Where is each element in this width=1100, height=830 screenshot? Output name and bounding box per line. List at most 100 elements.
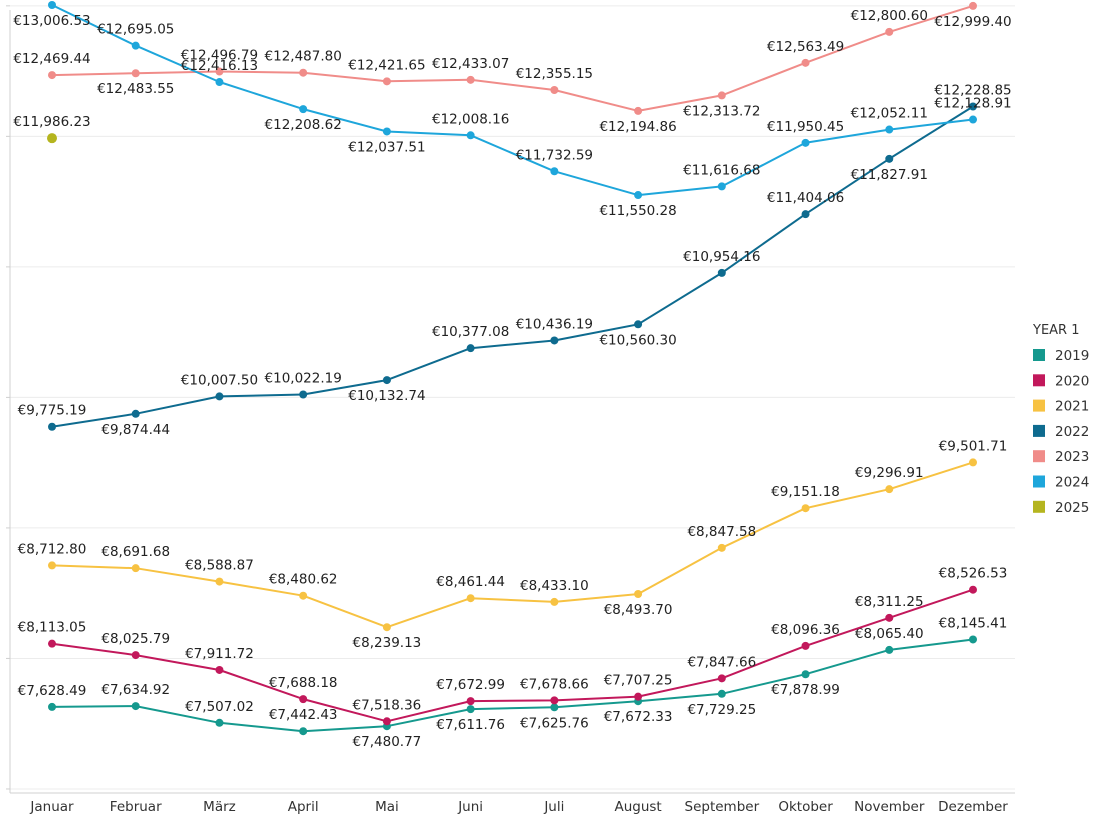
data-label-2024: €11,550.28 [599, 203, 676, 219]
data-point-2023[interactable] [634, 106, 643, 115]
data-label-2021: €9,151.18 [771, 484, 840, 500]
data-point-2019[interactable] [969, 635, 977, 644]
legend-label-2024: 2024 [1055, 475, 1089, 491]
data-point-2022[interactable] [634, 320, 643, 329]
data-point-2022[interactable] [131, 409, 140, 418]
data-label-2019: €7,628.49 [18, 683, 87, 699]
x-tick-label: August [614, 799, 661, 815]
data-point-2021[interactable] [634, 590, 643, 599]
data-label-2024: €11,616.68 [683, 162, 760, 178]
x-tick-label: Juli [543, 799, 564, 815]
data-label-2022: €11,404.06 [767, 190, 844, 206]
data-point-2021[interactable] [801, 504, 810, 513]
legend-swatch-2020 [1033, 374, 1045, 387]
data-point-2020[interactable] [48, 639, 56, 648]
data-label-2019: €8,065.40 [855, 626, 924, 642]
data-point-2019[interactable] [801, 670, 810, 679]
data-point-2024[interactable] [634, 191, 643, 200]
data-point-2020[interactable] [215, 665, 224, 674]
data-point-2023[interactable] [466, 75, 475, 84]
data-point-2020[interactable] [382, 717, 391, 726]
data-point-2024[interactable] [466, 131, 475, 140]
data-point-2020[interactable] [131, 651, 140, 660]
data-point-2022[interactable] [550, 336, 559, 345]
data-point-2024[interactable] [215, 78, 224, 87]
data-label-2021: €8,712.80 [18, 541, 87, 557]
data-point-2020[interactable] [717, 674, 726, 683]
data-label-2023: €12,999.40 [934, 14, 1011, 30]
data-point-2022[interactable] [215, 392, 224, 401]
data-point-2020[interactable] [801, 641, 810, 650]
data-point-2021[interactable] [299, 591, 308, 600]
data-label-2019: €7,672.33 [604, 709, 673, 725]
data-label-2022: €9,775.19 [18, 403, 87, 419]
data-point-2019[interactable] [885, 645, 894, 654]
data-point-2019[interactable] [550, 703, 559, 712]
data-point-2023[interactable] [550, 86, 559, 95]
data-point-2021[interactable] [717, 543, 726, 552]
data-point-2022[interactable] [48, 422, 56, 431]
data-point-2023[interactable] [717, 91, 726, 100]
data-point-2022[interactable] [382, 376, 391, 385]
data-point-2021[interactable] [885, 485, 894, 494]
data-point-2024[interactable] [299, 105, 308, 114]
data-point-2023[interactable] [885, 27, 894, 36]
data-point-2024[interactable] [969, 115, 977, 124]
data-label-2023: €12,355.15 [516, 66, 593, 82]
x-tick-label: März [203, 799, 236, 815]
data-label-2024: €11,950.45 [767, 119, 844, 135]
data-label-2022: €10,436.19 [516, 316, 593, 332]
data-label-2021: €8,480.62 [269, 572, 338, 588]
data-point-2022[interactable] [801, 210, 810, 219]
data-point-2022[interactable] [466, 344, 475, 353]
data-point-2019[interactable] [466, 705, 475, 714]
data-label-2021: €8,691.68 [101, 544, 170, 560]
data-point-2023[interactable] [299, 68, 308, 77]
data-point-2024[interactable] [550, 167, 559, 176]
data-point-2024[interactable] [382, 127, 391, 136]
data-label-2024: €13,006.53 [13, 13, 90, 29]
data-point-2021[interactable] [550, 597, 559, 606]
data-label-2022: €10,022.19 [265, 371, 342, 387]
data-point-2022[interactable] [299, 390, 308, 399]
x-tick-label: September [685, 799, 760, 815]
data-point-2024[interactable] [48, 0, 56, 9]
legend-swatch-2021 [1033, 399, 1045, 412]
data-point-2019[interactable] [299, 727, 308, 736]
data-point-2019[interactable] [717, 689, 726, 698]
data-point-2019[interactable] [131, 702, 140, 711]
data-point-2020[interactable] [634, 692, 643, 701]
data-point-2021[interactable] [131, 564, 140, 573]
data-point-2020[interactable] [299, 695, 308, 704]
x-tick-label: Januar [29, 799, 74, 815]
data-label-2020: €8,311.25 [855, 594, 924, 610]
data-point-2022[interactable] [885, 154, 894, 163]
data-point-2024[interactable] [801, 138, 810, 147]
data-point-2020[interactable] [885, 613, 894, 622]
data-point-2025[interactable] [47, 133, 57, 144]
data-point-2020[interactable] [466, 697, 475, 706]
data-point-2024[interactable] [885, 125, 894, 134]
legend-swatch-2022 [1033, 424, 1045, 437]
data-point-2024[interactable] [131, 41, 140, 50]
data-point-2021[interactable] [969, 458, 977, 467]
data-point-2023[interactable] [131, 69, 140, 78]
data-point-2021[interactable] [215, 577, 224, 586]
data-point-2019[interactable] [48, 702, 56, 711]
data-label-2023: €12,563.49 [767, 39, 844, 55]
data-point-2024[interactable] [717, 182, 726, 191]
data-point-2023[interactable] [969, 1, 977, 10]
data-point-2021[interactable] [466, 594, 475, 603]
data-point-2020[interactable] [550, 696, 559, 705]
data-label-2020: €8,526.53 [939, 566, 1008, 582]
data-point-2021[interactable] [48, 561, 56, 570]
data-point-2022[interactable] [969, 102, 977, 111]
data-point-2021[interactable] [382, 623, 391, 632]
data-point-2020[interactable] [969, 585, 977, 594]
data-point-2023[interactable] [48, 71, 56, 80]
data-point-2023[interactable] [382, 77, 391, 86]
data-point-2019[interactable] [215, 718, 224, 727]
data-point-2023[interactable] [215, 67, 224, 76]
data-point-2023[interactable] [801, 58, 810, 67]
data-point-2022[interactable] [717, 268, 726, 277]
